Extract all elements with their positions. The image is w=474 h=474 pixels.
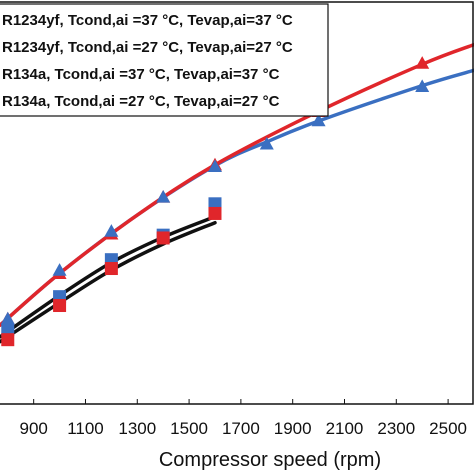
legend-entry-2: R1234yf, Tcond,ai =27 °C, Tevap,ai=27 °C [2, 39, 293, 56]
series-2-point [311, 113, 326, 127]
x-axis-label: Compressor speed (rpm) [159, 449, 381, 471]
legend-box [0, 3, 329, 117]
legend-entry-1: R1234yf, Tcond,ai =37 °C, Tevap,ai=37 °C [2, 12, 293, 29]
series-1-point [415, 56, 430, 69]
x-tick-label: 1300 [118, 419, 156, 438]
x-tick-label: 1700 [222, 419, 260, 438]
series-4-point [104, 262, 118, 276]
series-3-point [1, 323, 15, 337]
x-tick-label: 2500 [429, 419, 467, 438]
series-2-point [259, 136, 274, 150]
legend-entry-3: R134a, Tcond,ai =37 °C, Tevap,ai=37 °C [2, 66, 280, 83]
x-tick-label: 900 [19, 419, 47, 438]
series-2-point [207, 159, 222, 173]
x-tick-labels: 900 1100 1300 1500 1700 1900 2100 2300 2500 [19, 399, 467, 438]
x-tick-label: 2300 [377, 419, 415, 438]
fit-curve-4 [0, 220, 217, 344]
series-4-point [53, 299, 67, 313]
legend-entry-4: R134a, Tcond,ai =27 °C, Tevap,ai=27 °C [2, 93, 280, 110]
x-tick-label: 2100 [326, 419, 364, 438]
series-2-point [52, 263, 67, 276]
legend: R1234yf, Tcond,ai =37 °C, Tevap,ai=37 °C… [0, 3, 329, 117]
series-4-point [208, 206, 222, 220]
x-tick-label: 1100 [67, 419, 104, 438]
series-2-point [0, 311, 15, 325]
series-2-point [104, 224, 119, 237]
series-2-point [415, 79, 430, 93]
x-tick-label: 1500 [170, 419, 208, 438]
x-tick-label: 1900 [274, 419, 312, 438]
series-4-point [156, 231, 170, 245]
series-2-point [156, 189, 171, 203]
series-4-point [1, 333, 15, 347]
data-markers [0, 56, 430, 347]
plot-frame [0, 1, 474, 405]
